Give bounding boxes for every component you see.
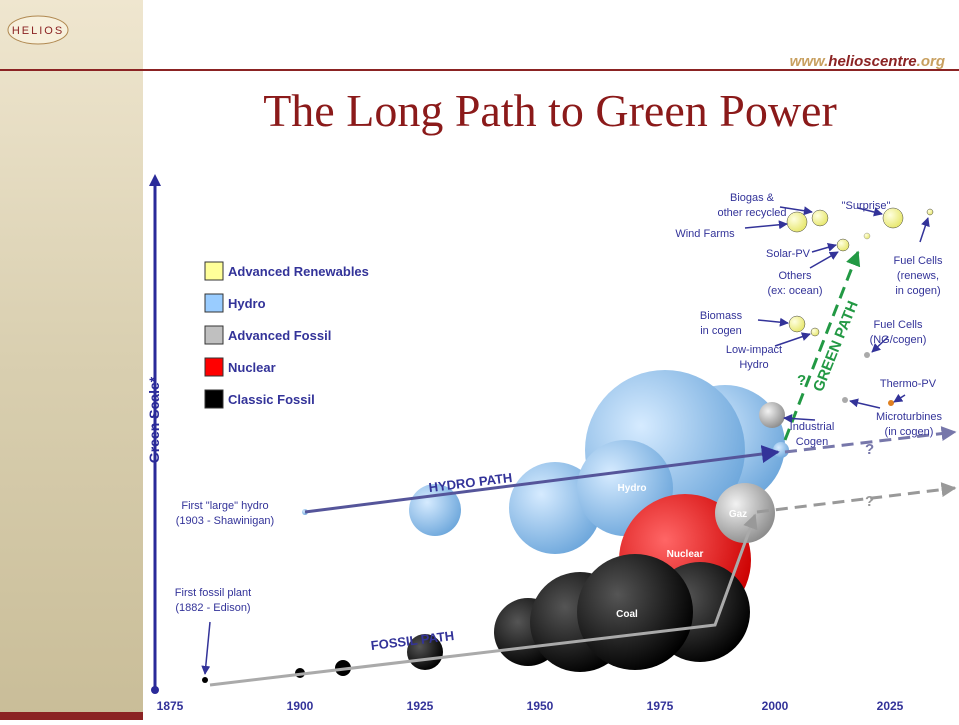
legend: Advanced Renewables Hydro Advanced Fossil N… (204, 261, 369, 409)
x-axis-labels: 1875 1900 1925 1950 1975 2000 2025 (157, 699, 904, 713)
x-axis-label: 2025 (877, 699, 904, 713)
annotation: Solar-PV (766, 248, 811, 260)
sidebar (0, 0, 143, 720)
annotation: (renews, (897, 270, 939, 282)
annotation: Fuel Cells (894, 255, 943, 267)
x-axis-label: 1975 (647, 699, 674, 713)
fossil-path-future (756, 482, 957, 514)
bubble (786, 211, 808, 233)
bubble (926, 208, 934, 216)
annotation: First fossil plant (175, 587, 251, 599)
bubbles (202, 207, 934, 683)
x-axis-label: 2000 (762, 699, 789, 713)
annotation: other recycled (717, 207, 786, 219)
bubble (788, 315, 806, 333)
annotation: (1882 - Edison) (175, 602, 250, 614)
annotation: Industrial (790, 421, 835, 433)
y-axis-label: Green Scale* (146, 376, 162, 463)
x-axis-label: 1925 (407, 699, 434, 713)
sidebar-footer (0, 712, 143, 720)
annotation: (ex: ocean) (767, 285, 822, 297)
legend-swatch (204, 389, 224, 409)
x-axis-label: 1875 (157, 699, 184, 713)
bubble (864, 352, 870, 358)
bubble (888, 400, 894, 406)
annotation: Low-impact (726, 344, 782, 356)
bubble-label: Gaz (729, 509, 747, 520)
question-mark: ? (865, 441, 874, 458)
annotation: Others (778, 270, 812, 282)
bubble (577, 554, 693, 670)
legend-label: Classic Fossil (228, 392, 315, 407)
logo: HELIOS (12, 25, 64, 37)
bubble (842, 397, 848, 403)
legend-swatch (204, 293, 224, 313)
bubble (882, 207, 904, 229)
annotation: Hydro (739, 359, 768, 371)
y-axis-origin (151, 686, 159, 694)
annotation: Biomass (700, 310, 743, 322)
bubble (715, 483, 775, 543)
annotation: Microturbines (876, 411, 943, 423)
x-axis-label: 1900 (287, 699, 314, 713)
bubble (759, 402, 785, 428)
website: www.helioscentre.org (790, 53, 945, 70)
annotations: First "large" hydro (1903 - Shawinigan) Fi… (175, 192, 943, 614)
question-mark: ? (865, 493, 874, 510)
annotation: in cogen (700, 325, 742, 337)
question-mark: ? (797, 372, 806, 389)
bubble (836, 238, 850, 252)
bubble-label: Coal (616, 609, 638, 620)
fossil-path (209, 513, 758, 687)
legend-swatch (204, 325, 224, 345)
green-path (783, 250, 861, 441)
legend-label: Hydro (228, 296, 266, 311)
bubble (202, 677, 208, 683)
bubble (863, 232, 871, 240)
annotation: First "large" hydro (181, 500, 268, 512)
legend-label: Nuclear (228, 360, 276, 375)
annotation: Wind Farms (675, 228, 735, 240)
annotation: Fuel Cells (874, 319, 923, 331)
annotation: (1903 - Shawinigan) (176, 515, 274, 527)
legend-swatch (204, 261, 224, 281)
y-axis-arrow (149, 174, 161, 186)
legend-label: Advanced Renewables (228, 264, 369, 279)
annotation: (NG/cogen) (870, 334, 927, 346)
annotation: Biogas & (730, 192, 775, 204)
annotation: "Surprise" (842, 200, 891, 212)
bubble-label: Nuclear (667, 549, 704, 560)
legend-swatch (204, 357, 224, 377)
legend-label: Advanced Fossil (228, 328, 331, 343)
hydro-path (304, 445, 780, 514)
annotation: (in cogen) (885, 426, 934, 438)
annotation: Thermo-PV (880, 378, 937, 390)
bubble (773, 442, 789, 458)
bubble (811, 209, 829, 227)
logo-badge (7, 15, 69, 45)
bubble (810, 327, 820, 337)
annotation-arrows (201, 206, 930, 675)
bubble-label: Hydro (618, 483, 647, 494)
annotation: in cogen) (895, 285, 940, 297)
annotation: Cogen (796, 436, 828, 448)
x-axis-label: 1950 (527, 699, 554, 713)
title: The Long Path to Green Power (263, 85, 837, 136)
hydro-path-future (784, 426, 957, 454)
